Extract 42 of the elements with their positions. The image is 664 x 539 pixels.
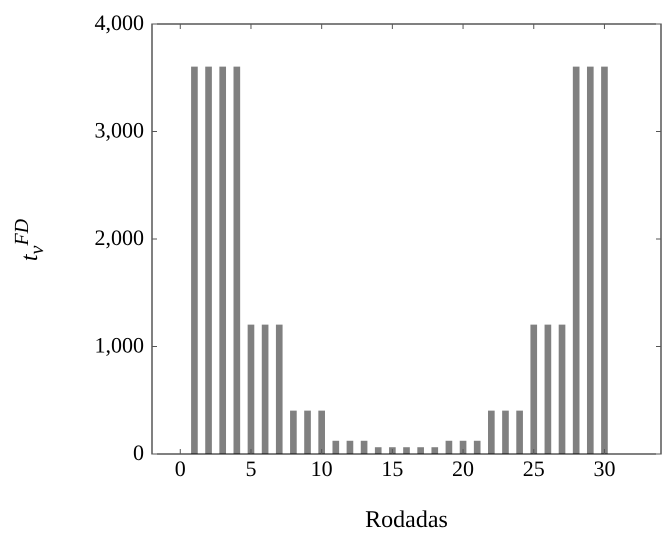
bar bbox=[417, 447, 424, 454]
x-tick-label: 20 bbox=[452, 456, 474, 481]
bar bbox=[544, 324, 552, 454]
bar bbox=[304, 410, 311, 454]
bar bbox=[374, 447, 382, 454]
bar bbox=[488, 410, 495, 454]
bar bbox=[276, 324, 283, 454]
x-tick-label: 0 bbox=[174, 456, 186, 481]
bar bbox=[601, 66, 608, 454]
bar bbox=[516, 410, 523, 454]
bar bbox=[403, 447, 410, 454]
bar bbox=[234, 66, 240, 454]
x-tick-label: 5 bbox=[245, 456, 256, 481]
bar bbox=[572, 66, 580, 454]
bar bbox=[431, 447, 438, 454]
bar bbox=[205, 66, 212, 454]
bar bbox=[474, 440, 481, 454]
y-tick-label: 2,000 bbox=[94, 224, 144, 250]
y-tick-label: 3,000 bbox=[94, 117, 144, 142]
bar bbox=[502, 410, 509, 454]
bar bbox=[191, 66, 198, 454]
bar bbox=[248, 324, 254, 454]
bar bbox=[262, 324, 268, 454]
y-tick-label: 4,000 bbox=[94, 10, 144, 35]
bar bbox=[446, 440, 452, 454]
bar bbox=[558, 324, 566, 454]
bar bbox=[346, 440, 354, 454]
bar bbox=[290, 410, 297, 454]
bar bbox=[219, 66, 226, 454]
x-tick-label: 15 bbox=[381, 456, 404, 481]
bar bbox=[318, 410, 325, 454]
bar bbox=[460, 440, 466, 454]
x-axis-title: Rodadas bbox=[365, 506, 448, 533]
bar bbox=[360, 440, 368, 454]
x-tick-label: 30 bbox=[593, 456, 616, 481]
bar bbox=[586, 66, 594, 454]
y-tick-label: 1,000 bbox=[94, 332, 144, 358]
bar bbox=[530, 324, 538, 454]
x-tick-label: 25 bbox=[522, 456, 545, 481]
bar bbox=[332, 440, 340, 454]
y-tick-label: 0 bbox=[133, 440, 144, 465]
x-tick-label: 10 bbox=[310, 456, 333, 481]
